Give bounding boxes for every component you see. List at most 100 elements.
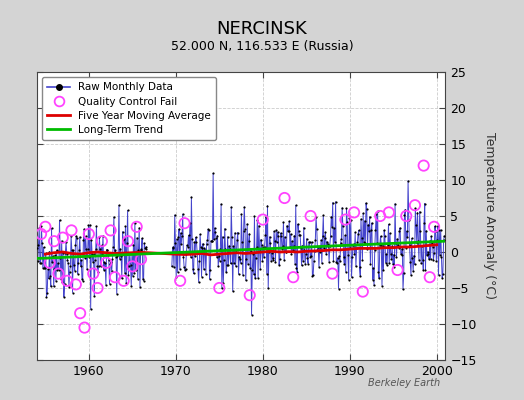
Point: [376, 233, 385, 239]
Point: [140, 240, 148, 246]
Point: [373, 239, 381, 246]
Point: [321, 235, 329, 241]
Point: [64, 260, 72, 266]
Point: [353, 239, 362, 246]
Point: [311, 237, 320, 244]
Point: [272, 227, 280, 233]
Point: [37, 260, 45, 266]
Point: [411, 202, 419, 208]
Point: [78, 276, 86, 282]
Point: [352, 263, 360, 270]
Point: [50, 238, 58, 244]
Point: [187, 254, 195, 260]
Point: [313, 226, 321, 232]
Point: [244, 260, 252, 267]
Point: [119, 236, 127, 243]
Point: [34, 258, 42, 264]
Point: [119, 278, 128, 284]
Point: [89, 270, 97, 277]
Point: [268, 250, 276, 256]
Point: [307, 253, 315, 260]
Point: [387, 251, 395, 257]
Point: [48, 259, 57, 266]
Point: [406, 242, 414, 248]
Point: [308, 273, 316, 279]
Point: [195, 257, 203, 264]
Point: [304, 260, 312, 267]
Point: [292, 264, 301, 271]
Point: [310, 248, 319, 254]
Point: [212, 234, 220, 241]
Point: [347, 217, 355, 224]
Point: [356, 272, 365, 279]
Point: [328, 270, 336, 277]
Point: [425, 274, 434, 280]
Point: [331, 239, 339, 245]
Point: [35, 224, 43, 231]
Point: [230, 260, 238, 267]
Point: [277, 233, 286, 239]
Point: [399, 286, 407, 292]
Point: [402, 213, 410, 219]
Point: [175, 226, 183, 232]
Point: [304, 239, 313, 245]
Point: [290, 232, 299, 239]
Point: [186, 220, 194, 226]
Point: [363, 246, 372, 253]
Point: [376, 242, 384, 248]
Point: [301, 260, 309, 267]
Point: [51, 252, 59, 259]
Point: [211, 225, 219, 231]
Point: [315, 244, 324, 250]
Point: [271, 259, 280, 266]
Point: [345, 215, 354, 221]
Point: [297, 244, 305, 251]
Point: [227, 204, 235, 210]
Point: [385, 260, 394, 267]
Point: [52, 278, 60, 284]
Point: [253, 217, 261, 223]
Point: [229, 243, 237, 250]
Point: [248, 267, 256, 273]
Point: [285, 218, 293, 225]
Point: [168, 245, 177, 251]
Point: [439, 271, 447, 277]
Point: [43, 290, 51, 296]
Point: [85, 254, 93, 260]
Point: [188, 236, 196, 242]
Point: [192, 239, 201, 245]
Point: [71, 241, 80, 248]
Point: [211, 228, 220, 235]
Point: [421, 267, 430, 274]
Point: [115, 202, 123, 208]
Point: [114, 251, 123, 257]
Point: [357, 216, 365, 222]
Point: [138, 235, 146, 242]
Point: [220, 257, 228, 263]
Point: [57, 276, 65, 282]
Point: [350, 209, 358, 216]
Point: [88, 251, 96, 258]
Point: [348, 254, 356, 260]
Point: [194, 266, 202, 272]
Point: [97, 238, 106, 244]
Point: [196, 231, 204, 238]
Point: [268, 255, 277, 262]
Point: [249, 251, 257, 258]
Point: [350, 241, 358, 247]
Point: [207, 238, 215, 244]
Point: [266, 240, 275, 246]
Point: [413, 209, 422, 216]
Point: [396, 225, 405, 231]
Point: [263, 270, 271, 277]
Point: [231, 230, 239, 236]
Point: [398, 245, 407, 252]
Point: [201, 247, 210, 253]
Point: [204, 226, 212, 232]
Point: [234, 229, 242, 236]
Point: [173, 236, 181, 242]
Point: [281, 234, 289, 240]
Point: [359, 239, 368, 246]
Point: [265, 248, 273, 255]
Point: [316, 249, 324, 256]
